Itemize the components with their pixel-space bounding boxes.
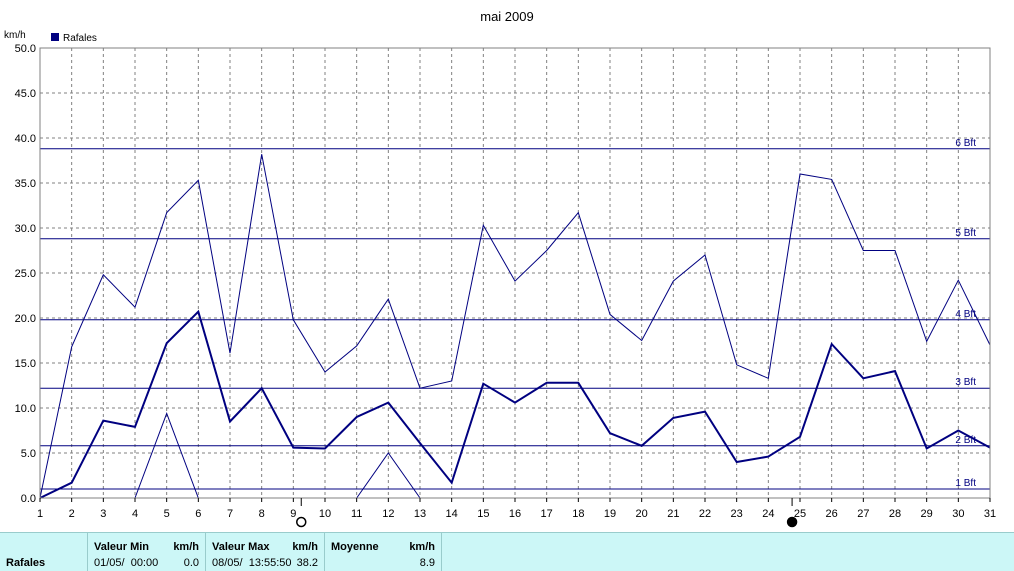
grid [40, 48, 990, 498]
x-tick-label: 5 [164, 508, 170, 520]
x-tick-label: 17 [541, 508, 553, 520]
y-tick-label: 20.0 [15, 313, 36, 325]
x-tick-label: 2 [69, 508, 75, 520]
footer-max-cell: Valeur Max km/h 08/05/ 13:55:50 38.2 [206, 533, 325, 571]
x-tick-label: 15 [477, 508, 489, 520]
beaufort-lines: 1 Bft 2 Bft 3 Bft 4 Bft 5 Bft 6 Bft [40, 138, 990, 490]
x-tick-label: 14 [446, 508, 458, 520]
beaufort-label: 6 Bft [955, 138, 976, 149]
x-tick-label: 11 [351, 508, 362, 520]
min-unit: km/h [173, 541, 199, 553]
x-tick-label: 19 [604, 508, 616, 520]
x-tick-label: 1 [37, 508, 43, 520]
legend-label: Rafales [63, 33, 97, 44]
x-tick-label: 22 [699, 508, 711, 520]
footer-series-label: Rafales [6, 557, 46, 569]
x-tick-label: 21 [667, 508, 679, 520]
chart-title: mai 2009 [480, 9, 533, 24]
legend-swatch [51, 33, 59, 41]
beaufort-label: 2 Bft [955, 435, 976, 446]
stats-footer: Rafales Valeur Min km/h 01/05/ 00:00 0.0… [0, 532, 1014, 571]
x-tick-label: 20 [636, 508, 648, 520]
y-tick-label: 35.0 [15, 178, 36, 190]
x-tick-label: 9 [290, 508, 296, 520]
x-tick-label: 12 [382, 508, 394, 520]
y-axis-unit: km/h [4, 30, 26, 41]
min-value: 0.0 [183, 557, 199, 569]
x-tick-label: 26 [826, 508, 838, 520]
x-tick-label: 31 [984, 508, 996, 520]
mean-header: Moyenne [331, 541, 379, 553]
x-tick-label: 30 [952, 508, 964, 520]
footer-mean-cell: Moyenne km/h 8.9 [325, 533, 442, 571]
max-header: Valeur Max [212, 541, 270, 553]
x-tick-label: 3 [100, 508, 106, 520]
x-tick-label: 29 [921, 508, 933, 520]
y-tick-label: 5.0 [21, 448, 36, 460]
series-min-line [134, 411, 199, 499]
y-tick-label: 50.0 [15, 43, 36, 55]
y-tick-label: 10.0 [15, 403, 36, 415]
min-header: Valeur Min [94, 541, 150, 553]
beaufort-label: 3 Bft [955, 377, 976, 388]
max-unit: km/h [292, 541, 318, 553]
x-tick-label: 4 [132, 508, 138, 520]
wind-chart: mai 2009 km/h Rafales 1 Bft 2 Bft 3 Bft 4 B… [4, 9, 997, 528]
footer-min-cell: Valeur Min km/h 01/05/ 00:00 0.0 [88, 533, 206, 571]
footer-series-cell: Rafales [0, 533, 88, 571]
x-tick-label: 10 [319, 508, 331, 520]
full-moon-icon [296, 516, 307, 528]
series-mean-line [39, 309, 991, 499]
x-tick-label: 16 [509, 508, 521, 520]
x-tick-label: 27 [857, 508, 869, 520]
beaufort-label: 1 Bft [955, 478, 976, 489]
y-tick-label: 45.0 [15, 88, 36, 100]
y-tick-label: 30.0 [15, 223, 36, 235]
min-date: 01/05/ 00:00 [94, 557, 159, 569]
beaufort-label: 4 Bft [955, 309, 976, 320]
y-tick-label: 40.0 [15, 133, 36, 145]
max-value: 38.2 [296, 557, 318, 569]
y-tick-label: 0.0 [21, 493, 36, 505]
mean-unit: km/h [409, 541, 435, 553]
moon-markers [296, 498, 798, 528]
max-date: 08/05/ 13:55:50 [212, 557, 292, 569]
series-max-line [39, 154, 991, 499]
x-tick-label: 13 [414, 508, 426, 520]
x-tick-label: 23 [731, 508, 743, 520]
axes: 0.0 5.0 10.0 15.0 20.0 25.0 30.0 35.0 40.0 45.0 50… [15, 43, 997, 520]
beaufort-label: 5 Bft [955, 228, 976, 239]
x-tick-label: 7 [227, 508, 233, 520]
x-tick-label: 8 [259, 508, 265, 520]
series [39, 154, 991, 499]
y-tick-label: 25.0 [15, 268, 36, 280]
x-tick-label: 18 [572, 508, 584, 520]
x-tick-label: 28 [889, 508, 901, 520]
new-moon-icon [786, 516, 798, 528]
y-tick-label: 15.0 [15, 358, 36, 370]
x-tick-label: 24 [762, 508, 774, 520]
x-tick-label: 6 [195, 508, 201, 520]
mean-value: 8.9 [419, 557, 435, 569]
series-min-line [356, 452, 421, 499]
x-tick-label: 25 [794, 508, 806, 520]
